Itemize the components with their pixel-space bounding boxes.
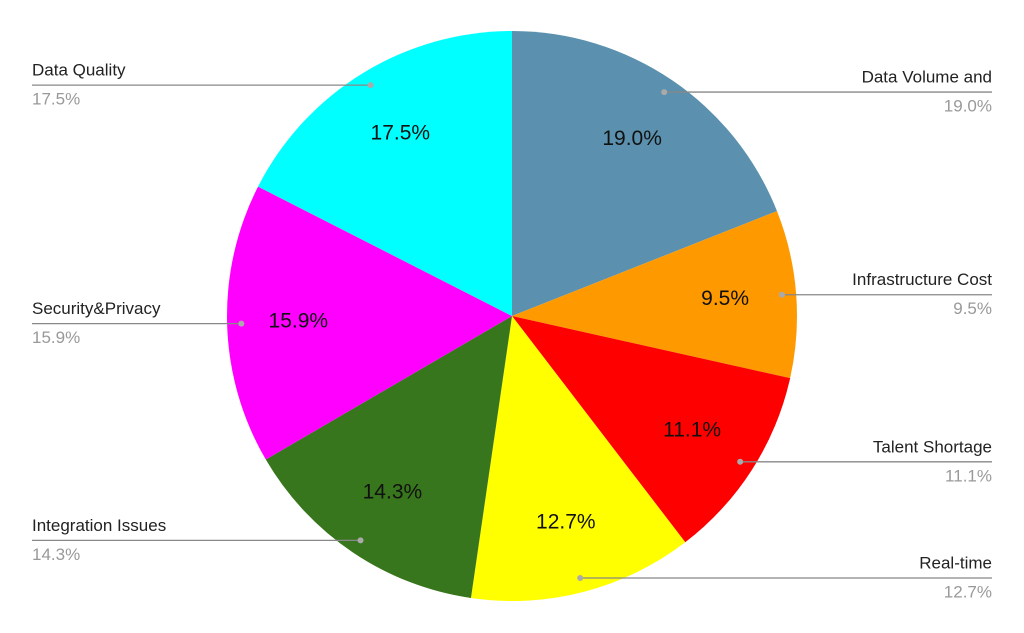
pie-slice <box>470 316 686 601</box>
leader-dot <box>357 537 364 544</box>
slice-label: 9.5% <box>701 287 749 310</box>
leader-dot <box>737 458 744 465</box>
pie-slice <box>258 31 512 316</box>
leader-dot <box>238 320 245 327</box>
legend-name: Real-time <box>919 554 992 573</box>
legend-value: 11.1% <box>945 466 992 485</box>
legend-value: 9.5% <box>953 299 992 318</box>
slice-label: 11.1% <box>663 419 721 442</box>
slice-label: 14.3% <box>363 481 423 504</box>
leader-dot <box>661 89 668 96</box>
slice-label: 15.9% <box>269 310 329 333</box>
pie-slice <box>512 211 798 379</box>
legend-value: 14.3% <box>32 545 80 564</box>
slice-label: 17.5% <box>371 121 431 144</box>
pie-slice <box>512 316 791 543</box>
pie-slice <box>512 31 777 316</box>
legend-name: Security&Privacy <box>32 299 161 318</box>
pie-slice <box>226 186 512 460</box>
legend-name: Data Volume and <box>862 68 992 87</box>
legend-name: Integration Issues <box>32 516 166 535</box>
slice-label: 19.0% <box>602 127 662 150</box>
legend-name: Infrastructure Cost <box>852 270 992 289</box>
legend-value: 19.0% <box>944 97 992 116</box>
legend-name: Data Quality <box>32 61 126 80</box>
legend-value: 12.7% <box>944 583 992 602</box>
slice-label: 12.7% <box>536 510 596 533</box>
leader-dot <box>778 291 785 298</box>
legend-name: Talent Shortage <box>873 437 992 456</box>
leader-dot <box>577 575 584 582</box>
legend-value: 15.9% <box>32 328 80 347</box>
leader-dot <box>367 82 374 89</box>
pie-slice <box>265 316 512 599</box>
legend-value: 17.5% <box>32 90 80 109</box>
